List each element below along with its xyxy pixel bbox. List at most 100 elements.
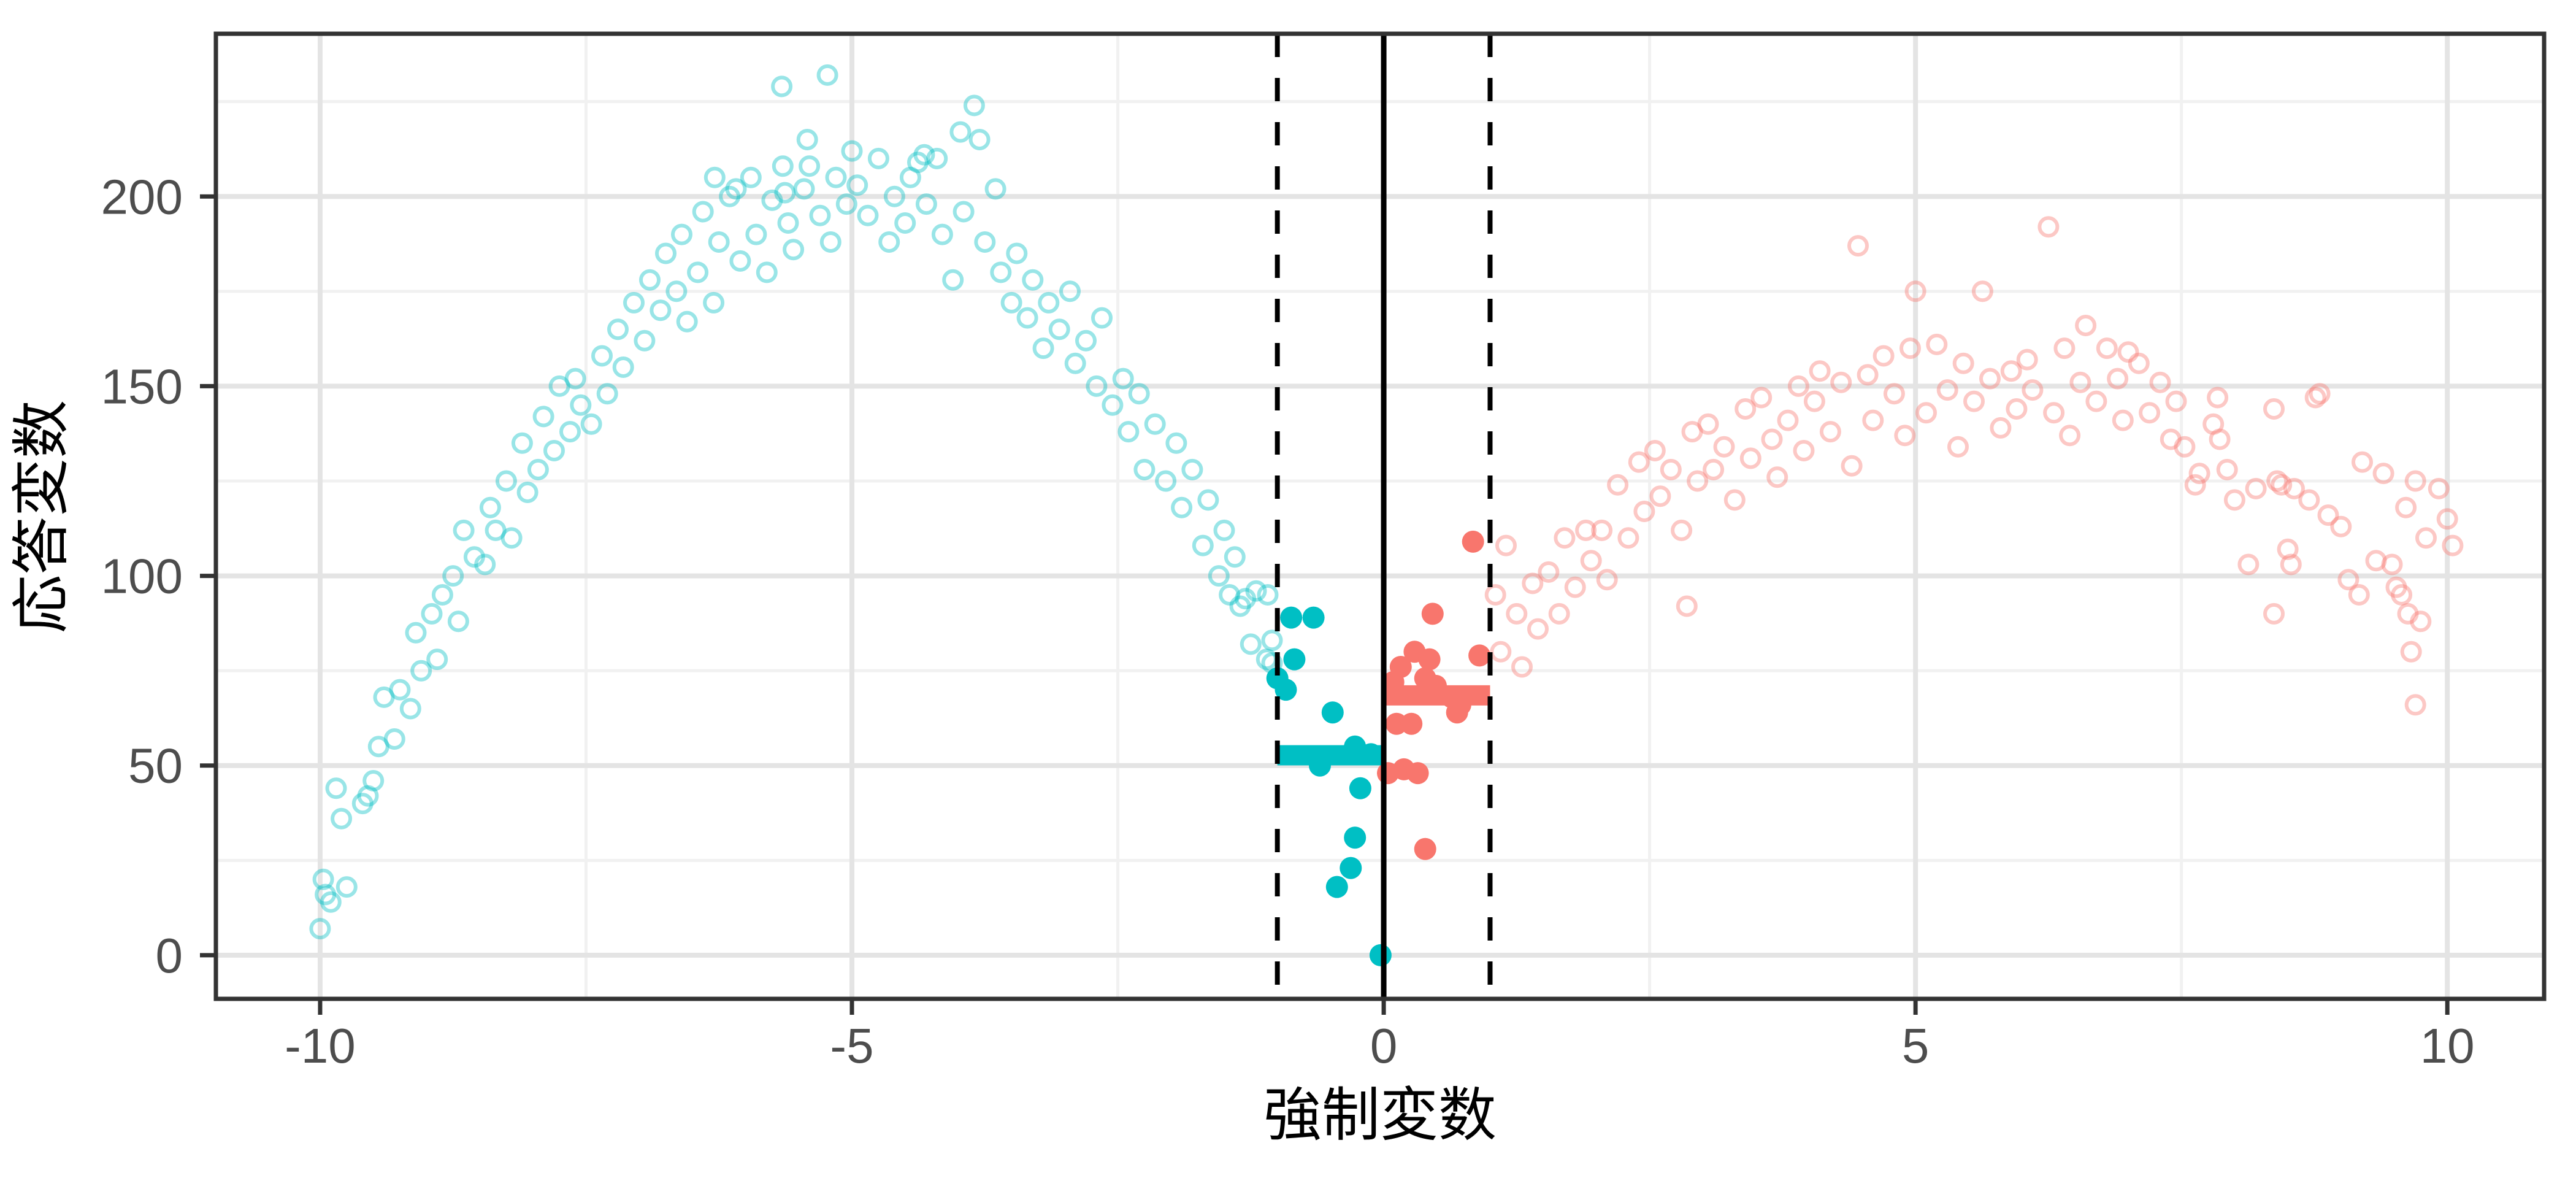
data-point-left-open-circles (816, 64, 838, 86)
data-point-left-open-circles (532, 406, 554, 428)
x-tick-label: -10 (285, 1018, 356, 1073)
data-point-right-open-circles (2085, 390, 2107, 412)
data-point-left-open-circles (474, 553, 496, 576)
data-point-right-open-circles (1936, 379, 1958, 401)
data-point-left-open-circles (899, 166, 921, 188)
mean-segments-layer (1277, 685, 1490, 766)
data-point-right-open-circles (1862, 409, 1884, 431)
data-point-left-open-circles (315, 884, 337, 906)
data-point-left-open-circles (399, 698, 421, 720)
data-point-right-open-circles (2069, 371, 2091, 393)
plot-panel (216, 34, 2544, 999)
data-point-right-open-circles (1990, 417, 2012, 439)
data-point-right-open-circles (1803, 390, 1825, 412)
data-point-left-open-circles (968, 129, 991, 150)
data-point-left-open-circles (796, 129, 818, 150)
data-point-right-open-circles (2139, 402, 2161, 424)
data-point-left-open-circles (719, 185, 741, 207)
data-point-left-open-circles (479, 496, 501, 518)
data-point-left-open-circles (963, 94, 985, 117)
data-point-left-open-circles (309, 918, 331, 940)
data-point-left-open-circles (984, 178, 1006, 200)
data-point-left-open-circles (1213, 519, 1235, 541)
data-point-left-open-circles (771, 75, 793, 98)
data-point-right-open-circles (1809, 360, 1831, 382)
data-point-right-open-circles (1671, 519, 1693, 541)
data-point-right-open-circles (2263, 398, 2285, 420)
data-point-left-filled-points (1340, 857, 1362, 879)
data-point-left-open-circles (1128, 383, 1150, 405)
data-point-left-open-circles (389, 679, 411, 701)
data-point-left-filled-points (1280, 606, 1303, 629)
data-point-left-open-circles (1133, 458, 1156, 480)
data-point-right-open-circles (2436, 508, 2458, 530)
data-point-left-open-circles (312, 868, 334, 890)
data-point-left-open-circles (607, 318, 629, 341)
y-axis-title: 応答変数 (9, 400, 74, 633)
data-point-left-open-circles (383, 728, 405, 750)
x-tick-label: 0 (1370, 1018, 1398, 1073)
data-point-left-open-circles (729, 250, 751, 272)
data-point-left-filled-points (1321, 701, 1344, 724)
data-point-right-open-circles (1522, 572, 1544, 595)
data-point-left-open-circles (819, 231, 841, 253)
data-point-right-open-circles (1575, 519, 1597, 541)
data-point-right-open-circles (2395, 496, 2417, 518)
data-point-right-open-circles (1660, 458, 1682, 480)
data-point-right-open-circles (1735, 398, 1757, 420)
data-point-right-open-circles (2372, 463, 2394, 485)
data-point-right-open-circles (1899, 337, 1921, 360)
data-point-right-open-circles (2000, 360, 2022, 382)
data-point-left-open-circles (405, 622, 427, 644)
data-point-right-open-circles (2245, 477, 2267, 499)
data-point-right-filled-points (1462, 530, 1484, 553)
data-point-right-open-circles (1830, 371, 1852, 393)
data-point-right-open-circles (1979, 368, 2001, 390)
data-point-left-open-circles (500, 527, 523, 549)
data-point-left-open-circles (1102, 394, 1124, 416)
data-point-left-open-circles (447, 610, 469, 633)
data-point-right-open-circles (1761, 428, 1783, 450)
data-point-right-open-circles (1793, 440, 1815, 461)
data-point-right-open-circles (1564, 576, 1586, 598)
data-point-left-open-circles (596, 383, 618, 405)
data-point-right-open-circles (1617, 527, 1639, 549)
data-point-right-open-circles (2415, 527, 2437, 549)
data-point-right-open-circles (1915, 402, 1937, 424)
data-point-left-open-circles (1144, 413, 1166, 435)
data-point-right-open-circles (2149, 371, 2171, 393)
data-point-right-open-circles (2223, 489, 2245, 511)
data-point-left-open-circles (953, 201, 975, 223)
data-point-right-filled-points (1421, 602, 1444, 625)
data-point-right-open-circles (2037, 216, 2060, 238)
data-point-right-open-circles (2352, 451, 2373, 473)
data-point-left-open-circles (1064, 352, 1086, 374)
data-point-left-open-circles (421, 602, 443, 625)
data-point-left-filled-points (1344, 826, 1367, 849)
data-point-right-open-circles (1857, 364, 1879, 386)
data-point-left-open-circles (756, 261, 778, 283)
data-point-left-open-circles (931, 223, 953, 245)
data-point-left-open-circles (793, 178, 815, 200)
data-point-left-open-circles (907, 152, 929, 174)
data-point-right-open-circles (2128, 352, 2150, 374)
data-point-left-open-circles (1038, 291, 1060, 314)
data-point-left-open-circles (692, 201, 714, 223)
data-point-right-open-circles (2112, 409, 2134, 431)
data-point-left-open-circles (485, 519, 507, 541)
data-point-right-open-circles (1538, 561, 1560, 583)
data-point-left-open-circles (703, 291, 725, 314)
data-point-right-open-circles (1963, 390, 1985, 412)
data-point-right-open-circles (2442, 534, 2464, 556)
data-point-right-filled-points (1414, 837, 1436, 860)
data-point-right-open-circles (2280, 553, 2302, 576)
data-point-right-open-circles (1894, 425, 1916, 447)
data-point-right-open-circles (1777, 409, 1799, 431)
data-point-left-open-circles (1192, 534, 1214, 556)
data-point-left-open-circles (1059, 280, 1081, 302)
data-point-left-open-circles (825, 166, 847, 188)
data-point-left-open-circles (1235, 588, 1257, 610)
x-tick-label: -5 (830, 1018, 873, 1073)
data-point-left-open-circles (783, 239, 805, 261)
